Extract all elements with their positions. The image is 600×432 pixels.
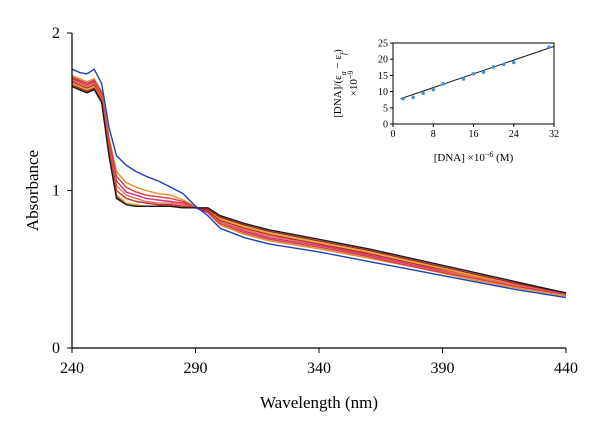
x-tick-label: 390: [431, 360, 455, 377]
y-axis-label: Absorbance: [23, 150, 42, 231]
series-line-2: [71, 74, 567, 297]
inset-x-axis-label: [DNA] ×10−6 (M): [434, 150, 514, 165]
inset-y-tick-label: 20: [378, 55, 388, 66]
series-line-1: [71, 68, 567, 299]
y-tick-label: 2: [52, 25, 60, 42]
inset-data-point: [491, 65, 496, 69]
x-tick-label: 240: [60, 360, 84, 377]
x-tick-label: 340: [307, 360, 331, 377]
inset-y-tick-label: 10: [378, 87, 388, 98]
series-line-4: [71, 78, 567, 296]
inset-x-tick-label: 0: [391, 129, 396, 140]
inset-data-point: [547, 45, 551, 50]
inset-data-point: [431, 87, 436, 92]
inset-x-tick-label: 8: [431, 129, 436, 140]
inset-data-point: [471, 71, 476, 76]
y-tick-label: 0: [52, 340, 60, 357]
inset-data-point: [411, 95, 415, 100]
inset-data-point: [511, 60, 516, 65]
inset-y-axis-label: [DNA]/(εa − εf): [332, 49, 348, 118]
inset-x-tick-label: 16: [469, 129, 479, 140]
series-line-3: [71, 76, 567, 296]
x-tick-label: 440: [554, 360, 578, 377]
inset-x-tick-label: 24: [509, 129, 519, 140]
inset-data-point: [401, 96, 405, 101]
inset-data-point: [421, 91, 425, 96]
x-axis-label: Wavelength (nm): [260, 393, 378, 412]
inset-frame: [392, 42, 555, 125]
series-line-9: [71, 85, 567, 294]
inset-y-tick-label: 0: [383, 120, 388, 131]
inset-data-point: [461, 77, 466, 81]
inset-data-point: [441, 82, 446, 86]
series-line-6: [71, 81, 567, 294]
x-tick-label: 290: [184, 360, 208, 377]
inset-data-point: [481, 70, 486, 74]
inset-y-tick-label: 5: [383, 103, 388, 114]
y-tick-label: 1: [52, 183, 60, 200]
inset-data-point: [501, 62, 506, 67]
inset-plot-area: 0 8 16 24 32 0 5 10 15 20 25 [DNA] ×10−6 (M) [DNA]/(…: [332, 39, 559, 165]
inset-y-axis-label-scale: ×10−9: [346, 71, 361, 97]
inset-y-tick-label: 15: [378, 71, 388, 82]
inset-x-tick-label: 32: [549, 129, 559, 140]
inset-y-tick-label: 25: [378, 39, 388, 50]
inset-fit-line: [400, 45, 555, 100]
